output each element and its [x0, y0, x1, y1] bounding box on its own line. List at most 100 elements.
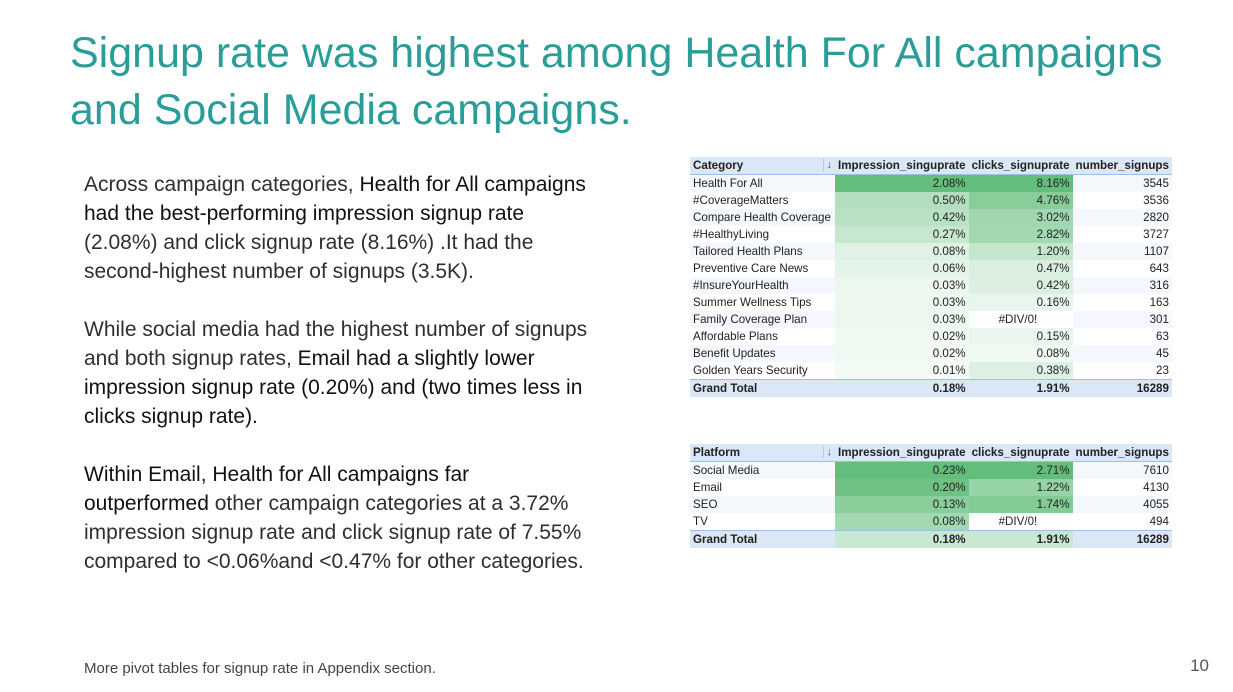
table-header-row: Category ↓ Impression_singuprate clicks_s…: [690, 157, 1172, 175]
table-row: Affordable Plans 0.02% 0.15% 63: [690, 328, 1172, 345]
row-label: Golden Years Security: [693, 364, 808, 377]
table-row: Golden Years Security 0.01% 0.38% 23: [690, 362, 1172, 380]
row-clicks-rate: 0.42%: [968, 277, 1073, 294]
total-label: Grand Total: [690, 379, 835, 397]
header-platform-label: Platform: [693, 446, 741, 459]
table-row: SEO 0.13% 1.74% 4055: [690, 496, 1172, 513]
row-signups: 2820: [1072, 209, 1172, 226]
row-label: #HealthyLiving: [693, 228, 770, 241]
row-impression-rate: 0.23%: [835, 461, 969, 479]
platform-pivot-table: Platform ↓ Impression_singuprate clicks_s…: [690, 444, 1172, 548]
row-signups: 3545: [1072, 174, 1172, 192]
table-row: Email 0.20% 1.22% 4130: [690, 479, 1172, 496]
row-impression-rate: 0.27%: [835, 226, 969, 243]
row-label: Email: [693, 481, 722, 494]
row-clicks-rate: 0.16%: [968, 294, 1073, 311]
p3-emphasis: Within Email, Health for All campaigns f…: [84, 463, 470, 515]
row-clicks-rate: 1.22%: [968, 479, 1073, 496]
row-impression-rate: 0.02%: [835, 328, 969, 345]
row-impression-rate: 0.03%: [835, 294, 969, 311]
row-clicks-rate: 4.76%: [968, 192, 1073, 209]
table-header-row: Platform ↓ Impression_singuprate clicks_s…: [690, 444, 1172, 462]
total-label: Grand Total: [690, 530, 835, 548]
table-row: Summer Wellness Tips 0.03% 0.16% 163: [690, 294, 1172, 311]
row-clicks-rate: 0.08%: [968, 345, 1073, 362]
row-clicks-rate: 0.15%: [968, 328, 1073, 345]
header-clicks-rate: clicks_signuprate: [968, 444, 1073, 462]
header-impression-rate: Impression_singuprate: [835, 444, 969, 462]
category-pivot-table: Category ↓ Impression_singuprate clicks_s…: [690, 157, 1172, 397]
row-impression-rate: 0.13%: [835, 496, 969, 513]
table-row: Tailored Health Plans 0.08% 1.20% 1107: [690, 243, 1172, 260]
p1-emphasis: Health for All campaigns had the best-pe…: [84, 173, 586, 225]
row-impression-rate: 0.50%: [835, 192, 969, 209]
row-signups: 643: [1149, 262, 1169, 275]
total-signups: 16289: [1072, 379, 1172, 397]
table-row: Compare Health Coverage 0.42% 3.02% 2820: [690, 209, 1172, 226]
total-impression-rate: 0.18%: [835, 530, 969, 548]
table-row: TV 0.08% #DIV/0! 494: [690, 513, 1172, 531]
paragraph-2: While social media had the highest numbe…: [84, 315, 589, 431]
row-signups: 3536: [1143, 194, 1169, 207]
page-title: Signup rate was highest among Health For…: [70, 29, 1163, 134]
row-signups: 45: [1072, 345, 1172, 362]
paragraph-3: Within Email, Health for All campaigns f…: [84, 460, 589, 576]
table-row: Benefit Updates 0.02% 0.08% 45: [690, 345, 1172, 362]
row-clicks-rate: 2.71%: [968, 461, 1073, 479]
row-signups: 23: [1156, 364, 1169, 377]
p2-text-1: While social media had the highest numbe…: [84, 318, 588, 370]
row-impression-rate: 0.42%: [835, 209, 969, 226]
row-clicks-rate: 0.47%: [968, 260, 1073, 277]
table-row: Social Media 0.23% 2.71% 7610: [690, 461, 1172, 479]
total-signups: 16289: [1072, 530, 1172, 548]
row-label: #InsureYourHealth: [690, 277, 835, 294]
body-text: Across campaign categories, Health for A…: [84, 170, 589, 605]
filter-sort-icon[interactable]: ↓: [822, 446, 832, 458]
row-label: Tailored Health Plans: [690, 243, 835, 260]
header-platform[interactable]: Platform ↓: [690, 444, 835, 462]
row-label: TV: [693, 515, 708, 528]
table-row: #InsureYourHealth 0.03% 0.42% 316: [690, 277, 1172, 294]
row-label: Health For All: [690, 174, 835, 192]
row-impression-rate: 0.08%: [835, 513, 969, 531]
row-signups: 63: [1156, 330, 1169, 343]
table-row: #CoverageMatters 0.50% 4.76% 3536: [690, 192, 1172, 209]
row-impression-rate: 0.03%: [835, 277, 969, 294]
row-impression-rate: 0.20%: [835, 479, 969, 496]
row-signups: 4055: [1072, 496, 1172, 513]
filter-sort-icon[interactable]: ↓: [822, 159, 832, 171]
p1-text-2: (2.08%) and click signup rate (8.16%) .I…: [84, 231, 534, 283]
row-impression-rate: 0.08%: [835, 243, 969, 260]
row-clicks-rate: 1.20%: [968, 243, 1073, 260]
row-clicks-rate: 2.82%: [968, 226, 1073, 243]
header-category[interactable]: Category ↓: [690, 157, 835, 175]
row-signups: 301: [1072, 311, 1172, 328]
total-clicks-rate: 1.91%: [968, 379, 1073, 397]
row-signups: 7610: [1072, 461, 1172, 479]
row-label: #CoverageMatters: [693, 194, 789, 207]
header-number-signups: number_signups: [1072, 444, 1172, 462]
p2-emphasis: Email had a slightly lower impression si…: [84, 347, 583, 428]
row-label: Affordable Plans: [693, 330, 778, 343]
row-label: Compare Health Coverage: [690, 209, 835, 226]
total-impression-rate: 0.18%: [835, 379, 969, 397]
row-label: Preventive Care News: [693, 262, 809, 275]
row-signups: 494: [1149, 515, 1169, 528]
row-signups: 4130: [1143, 481, 1169, 494]
row-label: Family Coverage Plan: [690, 311, 835, 328]
row-clicks-rate: #DIV/0!: [998, 515, 1038, 528]
row-label: SEO: [690, 496, 835, 513]
header-category-label: Category: [693, 159, 744, 172]
row-signups: 3727: [1143, 228, 1169, 241]
row-clicks-rate: #DIV/0!: [998, 313, 1038, 326]
row-impression-rate: 2.08%: [835, 174, 969, 192]
row-signups: 163: [1149, 296, 1169, 309]
paragraph-1: Across campaign categories, Health for A…: [84, 170, 589, 286]
row-impression-rate: 0.02%: [835, 345, 969, 362]
footnote: More pivot tables for signup rate in App…: [84, 660, 436, 677]
grand-total-row: Grand Total 0.18% 1.91% 16289: [690, 379, 1172, 397]
row-impression-rate: 0.03%: [835, 311, 969, 328]
table-row: Health For All 2.08% 8.16% 3545: [690, 174, 1172, 192]
header-number-signups: number_signups: [1072, 157, 1172, 175]
table-row: #HealthyLiving 0.27% 2.82% 3727: [690, 226, 1172, 243]
